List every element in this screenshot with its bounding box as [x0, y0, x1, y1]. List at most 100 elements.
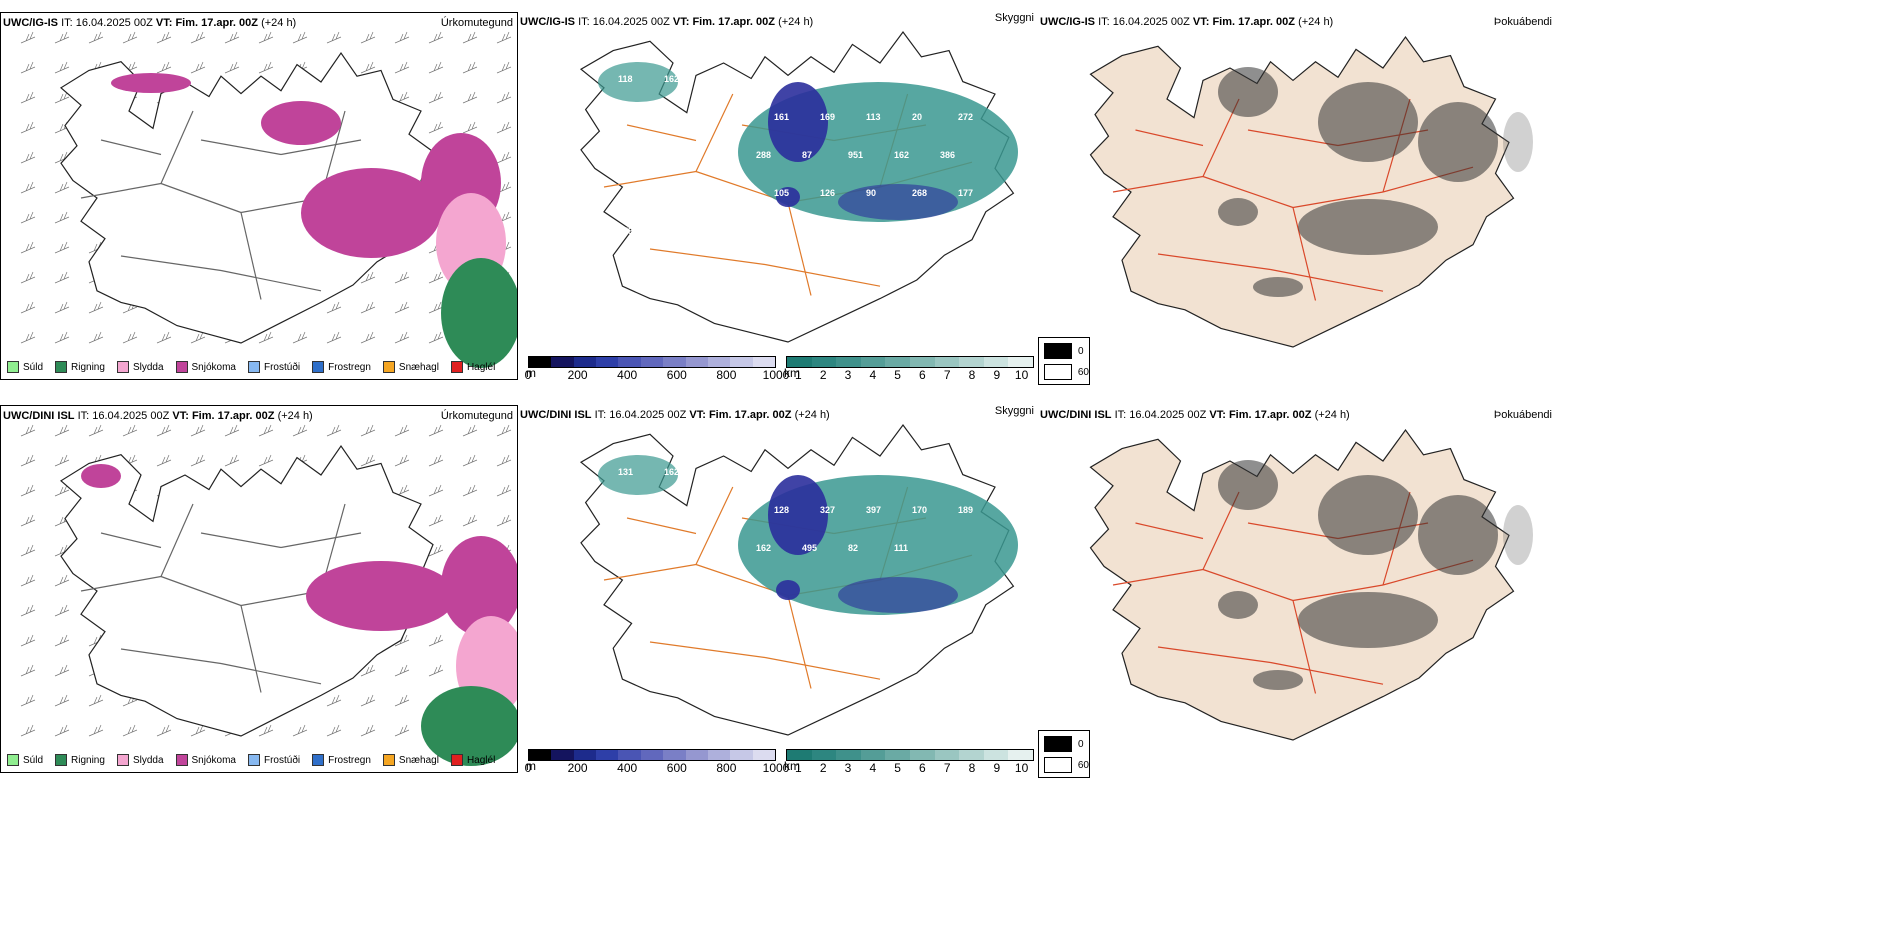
road-5	[240, 605, 262, 693]
wind-barb	[428, 664, 444, 677]
colorbar-tick: 8	[968, 368, 976, 382]
colorbar-m-unit: m	[526, 759, 536, 773]
wind-barb	[190, 61, 206, 74]
wind-barb	[156, 424, 172, 437]
cloudbase-value-label: 495	[802, 543, 817, 553]
wind-barb	[292, 331, 308, 344]
legend-swatch	[312, 361, 325, 373]
wind-barb	[462, 454, 478, 467]
colorbar-swatch	[983, 357, 1009, 367]
iceland-coastline	[1089, 428, 1515, 741]
wind-barb	[462, 484, 478, 497]
cloudbase-value-label: 215	[710, 543, 725, 553]
wind-barb	[20, 241, 36, 254]
road-1	[160, 182, 242, 214]
road-8	[220, 269, 322, 292]
cloudbase-value-label: 125	[848, 74, 863, 84]
colorbar-swatch	[663, 357, 686, 367]
wind-barb	[394, 61, 410, 74]
colorbar-km-unit: km	[784, 366, 800, 380]
fog-map	[1089, 428, 1533, 741]
wind-barb	[122, 331, 138, 344]
wind-barb	[88, 724, 104, 737]
legend-label: Haglél	[466, 754, 496, 766]
fog-map	[1089, 35, 1533, 348]
colorbar-tick: 3	[844, 761, 852, 775]
legend-swatch	[7, 361, 19, 373]
road-11	[1135, 522, 1204, 540]
fog-area	[1318, 82, 1418, 162]
legend-item-1: Súld	[7, 754, 43, 766]
fog-area	[1218, 67, 1278, 117]
colorbar-swatch	[836, 750, 861, 760]
low-cloudbase-area	[776, 187, 800, 207]
colorbar-swatch	[752, 750, 775, 760]
legend-item-1: Súld	[7, 361, 43, 373]
colorbar-tick: 10	[1014, 761, 1029, 775]
road-4	[695, 93, 734, 172]
low-cloudbase-area	[776, 580, 800, 600]
road-5	[787, 202, 812, 296]
fog-area	[1503, 505, 1533, 565]
wind-barb	[360, 664, 376, 677]
cloudbase-value-label: 105	[774, 188, 789, 198]
colorbar-swatch	[860, 357, 886, 367]
road-9	[1247, 129, 1339, 147]
road-0	[1112, 568, 1204, 586]
colorbar-tick: 800	[716, 761, 737, 775]
wind-barb	[20, 91, 36, 104]
wind-barb	[224, 454, 240, 467]
fog-area	[1418, 102, 1498, 182]
cloudbase-visibility-panel: 131 162 104 21 130 115 281 274 136 173 486 128 327 39…	[518, 405, 1038, 785]
fog-key-high: 0	[1044, 343, 1089, 359]
road-7	[649, 248, 766, 266]
colorbar-tick: 1000	[762, 368, 790, 382]
colorbar-m-ticks: 0 200 400 600 800 1000	[525, 761, 790, 775]
colorbar-tick: 600	[666, 368, 687, 382]
colorbar-swatch	[707, 357, 731, 367]
colorbar-swatch	[752, 357, 775, 367]
fog-area	[1318, 475, 1418, 555]
snow-area	[111, 73, 191, 93]
panel-title: Skyggni	[994, 405, 1034, 417]
road-9	[200, 532, 282, 549]
wind-barb	[20, 211, 36, 224]
cloudbase-value-label: 86	[728, 112, 738, 122]
wind-barb	[394, 454, 410, 467]
cloudbase-value-label: 386	[940, 150, 955, 160]
panel-title: Þokuábendi	[1493, 409, 1552, 421]
wind-barb	[394, 301, 410, 314]
legend-label: Slydda	[132, 361, 164, 373]
colorbar-m-swatches	[528, 749, 776, 761]
colorbar-swatch	[836, 357, 861, 367]
fog-key-low: 60	[1044, 364, 1089, 380]
road-1	[1202, 568, 1294, 602]
road-11	[626, 517, 697, 535]
wind-barb	[54, 181, 70, 194]
vt-value: Fim. 17.apr. 00Z	[1212, 16, 1295, 28]
fog-area	[1218, 591, 1258, 619]
fog-key: 0 60	[1038, 337, 1090, 385]
colorbar-km-swatches	[786, 749, 1034, 761]
low-cloudbase-area	[768, 82, 828, 162]
cloudbase-value-label: 162	[756, 543, 771, 553]
legend-label: Súld	[23, 754, 44, 766]
cloudbase-value-label: 82	[848, 543, 858, 553]
cloudbase-value-label: 281	[894, 467, 909, 477]
fog-key-low-label: 60	[1077, 366, 1089, 378]
road-11	[626, 124, 697, 142]
cloudbase-value-label: 162	[664, 467, 679, 477]
road-2	[1292, 191, 1384, 209]
snow-area	[261, 101, 341, 145]
wind-barb	[20, 331, 36, 344]
wind-barb	[326, 724, 342, 737]
cloudbase-value-label: 20	[912, 112, 922, 122]
road-4	[160, 110, 194, 184]
road-7	[120, 255, 222, 272]
road-8	[764, 656, 881, 680]
wind-barb	[326, 424, 342, 437]
fog-key-high-swatch	[1044, 343, 1072, 359]
visibility-colorbar: 1 2 3 4 5 6 7 8 9 10 km	[784, 356, 1034, 382]
wind-barb	[54, 724, 70, 737]
road-7	[1157, 253, 1271, 271]
